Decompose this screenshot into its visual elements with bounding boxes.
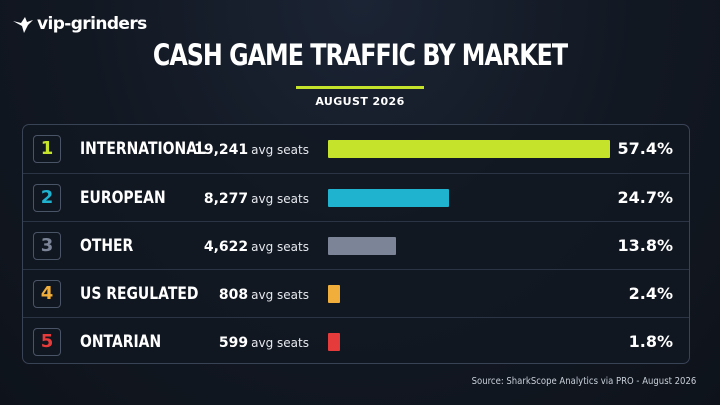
seats-label: 599 avg seats bbox=[219, 318, 309, 366]
share-bar bbox=[328, 237, 396, 255]
seats-value: 4,622 bbox=[203, 239, 249, 255]
seats-unit: avg seats bbox=[251, 240, 309, 254]
market-name: US REGULATED bbox=[80, 284, 199, 304]
share-percent: 24.7% bbox=[617, 188, 673, 207]
share-bar bbox=[328, 285, 340, 303]
market-name: INTERNATIONAL bbox=[80, 139, 206, 159]
seats-label: 4,622 avg seats bbox=[204, 222, 309, 270]
rank-badge: 1 bbox=[33, 135, 61, 163]
seats-value: 599 bbox=[218, 335, 249, 351]
market-name: OTHER bbox=[80, 236, 134, 256]
seats-unit: avg seats bbox=[251, 288, 309, 302]
market-name: EUROPEAN bbox=[80, 188, 166, 208]
seats-unit: avg seats bbox=[251, 143, 309, 157]
share-bar bbox=[328, 140, 610, 158]
seats-unit: avg seats bbox=[251, 192, 309, 206]
source-note: Source: SharkScope Analytics via PRO - A… bbox=[471, 376, 696, 387]
brand-name: vip-grinders bbox=[37, 14, 147, 34]
market-ranking-panel: 1 INTERNATIONAL 19,241 avg seats 57.4% 2 EUROP… bbox=[22, 124, 690, 364]
share-bar bbox=[328, 189, 450, 207]
rank-badge: 5 bbox=[33, 328, 61, 356]
market-name: ONTARIAN bbox=[80, 332, 162, 352]
table-row: 3 OTHER 4,622 avg seats 13.8% bbox=[23, 221, 689, 269]
rank-badge: 3 bbox=[33, 232, 61, 260]
brand-logo: vip-grinders bbox=[12, 12, 147, 36]
seats-label: 808 avg seats bbox=[219, 270, 309, 318]
share-percent: 1.8% bbox=[628, 332, 673, 351]
rank-badge: 4 bbox=[33, 280, 61, 308]
title-underline bbox=[296, 86, 424, 89]
seats-label: 8,277 avg seats bbox=[204, 174, 309, 222]
seats-value: 19,241 bbox=[194, 142, 249, 158]
chart-title: CASH GAME TRAFFIC BY MARKET bbox=[152, 38, 568, 72]
bird-logo-icon bbox=[13, 17, 33, 33]
seats-value: 8,277 bbox=[203, 191, 249, 207]
share-bar bbox=[328, 333, 340, 351]
table-row: 2 EUROPEAN 8,277 avg seats 24.7% bbox=[23, 173, 689, 221]
share-percent: 13.8% bbox=[617, 236, 673, 255]
rank-badge: 2 bbox=[33, 184, 61, 212]
share-percent: 57.4% bbox=[617, 139, 673, 158]
share-percent: 2.4% bbox=[628, 284, 673, 303]
table-row: 4 US REGULATED 808 avg seats 2.4% bbox=[23, 269, 689, 317]
seats-value: 808 bbox=[218, 287, 249, 303]
chart-subtitle: AUGUST 2026 bbox=[315, 95, 405, 108]
table-row: 5 ONTARIAN 599 avg seats 1.8% bbox=[23, 317, 689, 365]
seats-unit: avg seats bbox=[251, 336, 309, 350]
table-row: 1 INTERNATIONAL 19,241 avg seats 57.4% bbox=[23, 125, 689, 173]
seats-label: 19,241 avg seats bbox=[194, 125, 309, 173]
